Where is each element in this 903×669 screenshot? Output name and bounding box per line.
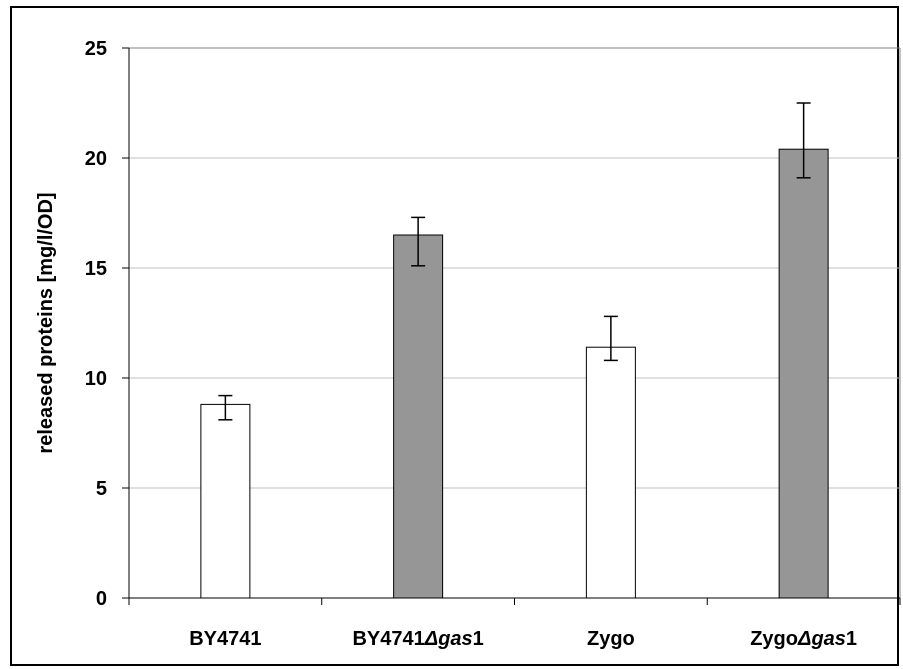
error-bar-4 [796, 102, 811, 179]
y-tick-label: 15 [85, 258, 107, 280]
y-tick-label: 10 [85, 368, 107, 390]
axes [122, 47, 901, 605]
x-tick-label: BY4741Δgas1 [352, 628, 483, 650]
x-tick-label: BY4741 [189, 628, 261, 650]
bar-1 [200, 403, 251, 599]
y-tick-label: 25 [85, 38, 107, 60]
y-axis-label: released proteins [mg/l/OD] [35, 192, 57, 453]
bar-3 [585, 346, 636, 599]
bar-4 [778, 148, 829, 599]
y-tick-label: 5 [96, 478, 107, 500]
error-bar-2 [411, 216, 426, 267]
x-tick-label: ZygoΔgas1 [750, 628, 857, 650]
bar-2 [393, 234, 444, 599]
error-bar-3 [603, 315, 618, 362]
y-tick-label: 20 [85, 148, 107, 170]
bars [200, 148, 829, 599]
y-tick-labels: 0 5 10 15 20 25 [85, 38, 107, 610]
chart-frame [10, 6, 899, 666]
error-bars [218, 102, 811, 421]
error-bar-1 [218, 394, 233, 421]
y-tick-label: 0 [96, 588, 107, 610]
x-tick-label: Zygo [587, 628, 635, 650]
gridlines [129, 157, 900, 489]
x-tick-labels: BY4741 BY4741Δgas1 Zygo ZygoΔgas1 [189, 628, 857, 650]
